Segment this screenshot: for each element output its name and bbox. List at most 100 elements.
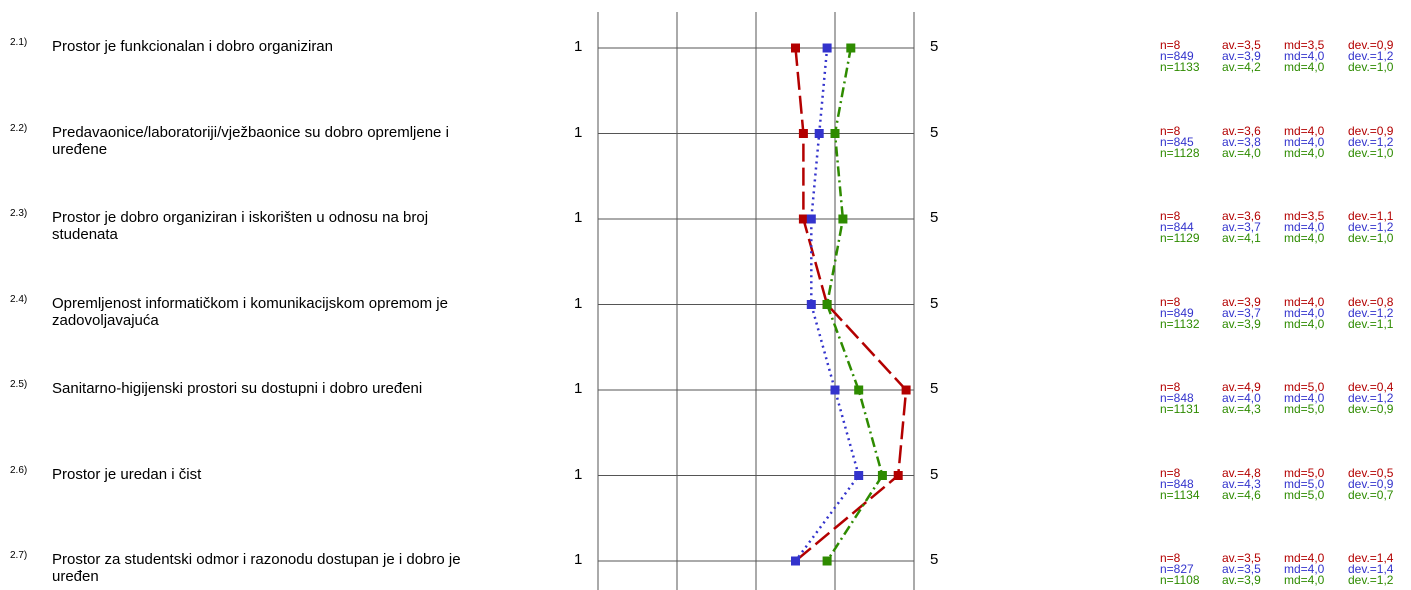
scale-max-label: 5: [930, 38, 939, 55]
question-text: Opremljenost informatičkom i komunikacij…: [52, 294, 448, 329]
stats-row: n=8 av.=3,6 md=4,0 dev.=0,9: [1160, 123, 1394, 138]
stat-n: n=1128: [1160, 145, 1200, 160]
stats-row: n=1134 av.=4,6 md=5,0 dev.=0,7: [1160, 487, 1393, 502]
stat-average: av.=3,7: [1222, 305, 1261, 320]
stats-block: n=8 av.=3,5 md=3,5 dev.=0,9 n=849 av.=3,9 md=4…: [1160, 38, 1394, 74]
question-text: Sanitarno-higijenski prostori su dostupn…: [52, 380, 423, 397]
series-3-point-5: [854, 385, 864, 395]
item-number: 2.3): [10, 208, 28, 219]
stats-row: n=848 av.=4,0 md=4,0 dev.=1,2: [1160, 391, 1394, 405]
question-text: Prostor za studentski odmor i razonodu d…: [52, 551, 461, 585]
stats-row: n=1128 av.=4,0 md=4,0 dev.=1,0: [1160, 145, 1394, 160]
scale-max-label: 5: [930, 209, 939, 226]
stat-median: md=4,0: [1284, 231, 1325, 245]
stat-average: av.=3,9: [1222, 294, 1261, 309]
stat-median: md=4,0: [1284, 573, 1325, 587]
stats-block: n=8 av.=3,5 md=4,0 dev.=1,4 n=827 av.=3,5 md=4…: [1160, 551, 1394, 587]
question-text: Prostor je uredan i čist: [52, 465, 202, 483]
stats-row: n=844 av.=3,7 md=4,0 dev.=1,2: [1160, 220, 1393, 234]
stats-row: n=827 av.=3,5 md=4,0 dev.=1,4: [1160, 562, 1393, 576]
stat-average: av.=4,0: [1222, 145, 1261, 160]
stat-median: md=3,5: [1284, 209, 1325, 223]
stat-n: n=8: [1160, 465, 1181, 480]
stat-deviation: dev.=1,1: [1348, 209, 1394, 223]
scale-max-label: 5: [930, 123, 939, 141]
stat-median: md=4,0: [1284, 145, 1325, 160]
stat-median: md=4,0: [1284, 551, 1325, 565]
stats-row: n=8 av.=3,6 md=3,5 dev.=1,1: [1160, 209, 1394, 223]
stat-deviation: dev.=0,9: [1348, 123, 1394, 138]
stat-n: n=8: [1160, 209, 1181, 223]
stat-n: n=8: [1160, 123, 1181, 138]
stat-average: av.=3,9: [1222, 316, 1261, 331]
stat-average: av.=4,9: [1222, 380, 1261, 394]
stat-deviation: dev.=1,1: [1348, 316, 1394, 331]
stat-n: n=1133: [1160, 60, 1200, 74]
series-1-point-6: [893, 471, 903, 480]
scale-min-label: 1: [574, 551, 583, 568]
stat-n: n=845: [1160, 134, 1194, 149]
series-2-point-7: [791, 556, 800, 566]
stat-average: av.=4,6: [1222, 487, 1261, 502]
stat-median: md=5,0: [1284, 487, 1325, 502]
scale-min-label: 1: [574, 465, 583, 483]
stat-deviation: dev.=0,9: [1348, 38, 1394, 52]
stat-median: md=5,0: [1284, 476, 1325, 491]
stats-row: n=8 av.=3,5 md=3,5 dev.=0,9: [1160, 38, 1394, 52]
stat-deviation: dev.=1,2: [1348, 49, 1394, 63]
stat-deviation: dev.=1,0: [1348, 231, 1394, 245]
scale-max-label: 5: [930, 294, 939, 312]
question-text: Prostor je dobro organiziran i iskorište…: [52, 209, 429, 243]
stats-row: n=1108 av.=3,9 md=4,0 dev.=1,2: [1160, 573, 1394, 587]
stat-average: av.=3,9: [1222, 49, 1261, 63]
stat-n: n=8: [1160, 380, 1181, 394]
stat-deviation: dev.=1,2: [1348, 573, 1394, 587]
item-number: 2.7): [10, 550, 28, 561]
stat-average: av.=4,8: [1222, 465, 1261, 480]
stat-average: av.=3,5: [1222, 562, 1261, 576]
item-number: 2.4): [10, 293, 28, 305]
series-1-point-1: [791, 43, 800, 53]
stat-deviation: dev.=1,0: [1348, 145, 1394, 160]
stat-average: av.=4,0: [1222, 391, 1261, 405]
stat-deviation: dev.=1,2: [1348, 391, 1394, 405]
stat-median: md=4,0: [1284, 220, 1325, 234]
scale-max-label: 5: [930, 551, 939, 568]
series-2-point-1: [822, 43, 832, 53]
stat-n: n=1108: [1160, 573, 1200, 587]
item-number: 2.2): [10, 122, 28, 134]
stat-deviation: dev.=1,2: [1348, 134, 1394, 149]
series-2-point-6: [854, 471, 864, 480]
stat-median: md=5,0: [1284, 380, 1325, 394]
stat-average: av.=3,9: [1222, 573, 1261, 587]
scale-max-label: 5: [930, 380, 939, 397]
stats-block: n=8 av.=3,6 md=3,5 dev.=1,1 n=844 av.=3,7 md=4…: [1160, 209, 1394, 245]
series-3-point-6: [877, 471, 887, 480]
stat-deviation: dev.=0,5: [1348, 465, 1394, 480]
scale-max-label: 5: [930, 465, 939, 483]
stat-deviation: dev.=0,8: [1348, 294, 1394, 309]
item-number: 2.6): [10, 464, 28, 476]
stat-deviation: dev.=1,4: [1348, 551, 1394, 565]
stats-row: n=849 av.=3,7 md=4,0 dev.=1,2: [1160, 305, 1393, 320]
stats-row: n=849 av.=3,9 md=4,0 dev.=1,2: [1160, 49, 1394, 63]
stat-n: n=827: [1160, 562, 1194, 576]
stat-n: n=1129: [1160, 231, 1200, 245]
stats-block: n=8 av.=3,6 md=4,0 dev.=0,9 n=845 av.=3,8 md=4…: [1160, 123, 1394, 160]
series-2-point-3: [806, 214, 816, 224]
stats-row: n=8 av.=3,9 md=4,0 dev.=0,8: [1160, 294, 1394, 309]
scale-min-label: 1: [574, 123, 583, 141]
stat-n: n=1134: [1160, 487, 1200, 502]
series-3-point-4: [822, 300, 832, 309]
stat-n: n=848: [1160, 391, 1194, 405]
item-number: 2.5): [10, 379, 28, 390]
stat-deviation: dev.=1,0: [1348, 60, 1394, 74]
stat-median: md=4,0: [1284, 294, 1325, 309]
stat-average: av.=3,5: [1222, 551, 1261, 565]
series-2-point-4: [806, 300, 816, 309]
stat-median: md=4,0: [1284, 562, 1325, 576]
series-2-point-5: [830, 385, 840, 395]
series-1-point-5: [901, 385, 911, 395]
scale-min-label: 1: [574, 209, 583, 226]
